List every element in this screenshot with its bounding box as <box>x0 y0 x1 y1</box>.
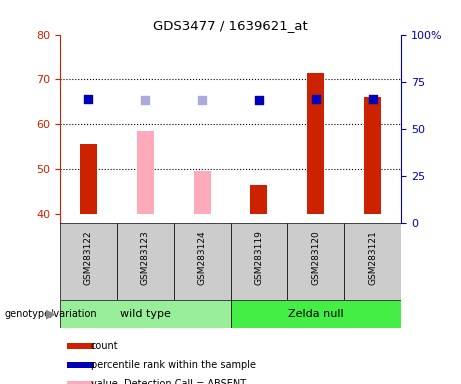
Text: count: count <box>91 341 118 351</box>
Bar <box>67 343 94 349</box>
Bar <box>80 144 97 214</box>
Text: GSM283119: GSM283119 <box>254 230 263 285</box>
Point <box>85 96 92 103</box>
Bar <box>230 223 287 300</box>
Text: genotype/variation: genotype/variation <box>5 309 97 319</box>
Text: GSM283120: GSM283120 <box>311 230 320 285</box>
Bar <box>60 300 230 328</box>
Title: GDS3477 / 1639621_at: GDS3477 / 1639621_at <box>153 19 308 32</box>
Text: Zelda null: Zelda null <box>288 309 343 319</box>
Text: GSM283123: GSM283123 <box>141 230 150 285</box>
Bar <box>67 381 94 384</box>
Bar <box>194 171 211 214</box>
Point <box>312 96 319 102</box>
Text: wild type: wild type <box>120 309 171 319</box>
Point <box>142 98 149 104</box>
Text: GSM283121: GSM283121 <box>368 230 377 285</box>
Bar <box>307 73 324 214</box>
Text: GSM283124: GSM283124 <box>198 230 207 285</box>
Point <box>255 98 263 104</box>
Text: ▶: ▶ <box>46 308 55 320</box>
Bar <box>250 185 267 214</box>
Text: value, Detection Call = ABSENT: value, Detection Call = ABSENT <box>91 379 246 384</box>
Bar <box>344 223 401 300</box>
Bar <box>287 223 344 300</box>
Bar <box>67 362 94 368</box>
Text: percentile rank within the sample: percentile rank within the sample <box>91 360 256 370</box>
Bar <box>174 223 230 300</box>
Text: GSM283122: GSM283122 <box>84 230 93 285</box>
Bar <box>230 300 401 328</box>
Point <box>369 96 376 103</box>
Bar <box>117 223 174 300</box>
Point <box>198 98 206 104</box>
Bar <box>364 97 381 214</box>
Bar <box>136 131 154 214</box>
Bar <box>60 223 117 300</box>
